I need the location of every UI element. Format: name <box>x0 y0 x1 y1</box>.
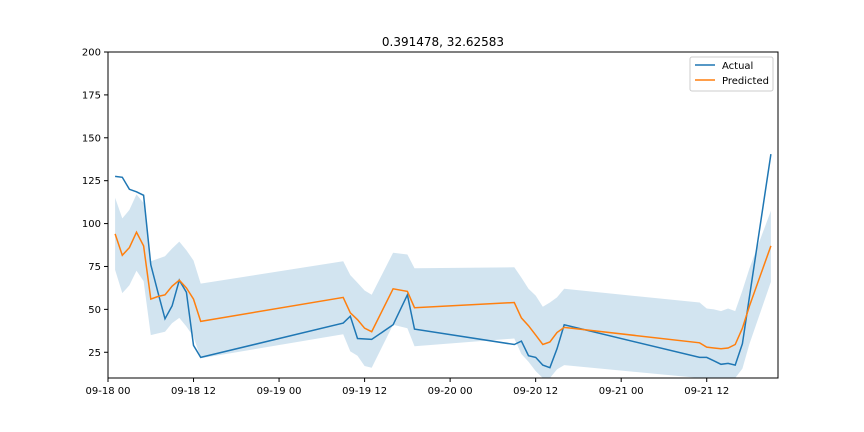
series-lines-layer <box>114 153 772 369</box>
y-tick-label: 200 <box>82 48 101 59</box>
legend-label-predicted: Predicted <box>722 76 769 87</box>
series-line-actual <box>115 153 772 369</box>
x-tick-label: 09-18 12 <box>171 386 216 397</box>
y-tick-label: 50 <box>88 305 101 316</box>
x-tick-label: 09-21 00 <box>599 386 644 397</box>
x-tick-label: 09-20 12 <box>513 386 558 397</box>
y-tick-label: 150 <box>82 133 101 144</box>
y-tick-label: 125 <box>82 176 101 187</box>
y-tick-label: 100 <box>82 219 101 230</box>
x-tick-label: 09-21 12 <box>684 386 729 397</box>
series-line-predicted <box>114 230 772 350</box>
x-tick-label: 09-18 00 <box>86 386 131 397</box>
y-tick-label: 75 <box>88 262 101 273</box>
chart-title: 0.391478, 32.62583 <box>382 35 504 49</box>
x-tick-label: 09-20 00 <box>428 386 473 397</box>
y-tick-label: 175 <box>82 90 101 101</box>
legend-label-actual: Actual <box>722 61 753 72</box>
legend: Actual Predicted <box>689 56 774 92</box>
y-axis: 25 50 75 100 125 150 175 200 <box>82 48 108 359</box>
x-tick-label: 09-19 00 <box>257 386 302 397</box>
plot-frame <box>107 51 779 379</box>
y-tick-label: 25 <box>88 348 101 359</box>
x-tick-label: 09-19 12 <box>342 386 387 397</box>
x-axis: 09-18 00 09-18 12 09-19 00 09-19 12 09-20 00… <box>86 378 729 397</box>
